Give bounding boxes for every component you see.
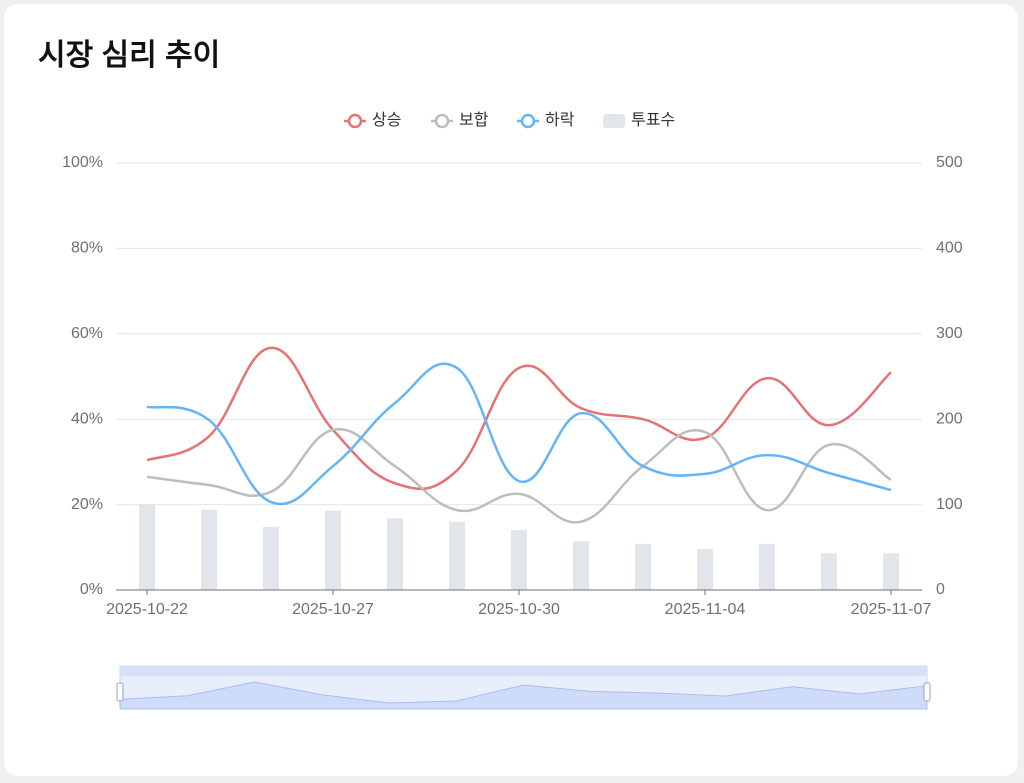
- legend-icon: [347, 113, 363, 129]
- bar: [759, 543, 775, 590]
- zoom-handle[interactable]: [116, 682, 124, 702]
- y2-tick-label: 100: [936, 496, 963, 513]
- y-tick-label: 40%: [71, 410, 103, 427]
- x-tick-label: 2025-11-07: [851, 601, 932, 618]
- legend-label: 보합: [459, 111, 489, 129]
- y-tick-label: 60%: [71, 325, 103, 342]
- bar: [449, 521, 465, 590]
- x-tick-label: 2025-11-04: [665, 601, 746, 618]
- x-tick-label: 2025-10-22: [106, 601, 188, 618]
- y-tick-label: 80%: [71, 240, 103, 257]
- bar: [511, 530, 527, 590]
- bar: [697, 549, 713, 590]
- line: [146, 362, 892, 506]
- bar: [263, 526, 279, 590]
- x-tick-label: 2025-10-30: [478, 601, 560, 618]
- legend-icon: [520, 113, 536, 129]
- legend-icon: [603, 114, 625, 128]
- line: [146, 427, 892, 524]
- bar: [883, 553, 899, 590]
- legend-label: 투표수: [631, 111, 675, 129]
- y-tick-label: 0%: [80, 581, 103, 598]
- bar: [821, 553, 837, 590]
- x-tick-label: 2025-10-27: [292, 601, 374, 618]
- bar: [387, 518, 403, 590]
- legend-label: 하락: [545, 111, 575, 129]
- y2-tick-label: 200: [936, 410, 963, 427]
- zoom-bar: [120, 666, 927, 676]
- zoom-shadow: [119, 681, 928, 710]
- bar: [325, 510, 341, 590]
- y-tick-label: 20%: [71, 496, 103, 513]
- card: [4, 4, 1018, 776]
- y2-tick-label: 0: [936, 581, 945, 598]
- bar: [201, 509, 217, 590]
- y2-tick-label: 300: [936, 325, 963, 342]
- bar: [139, 504, 155, 590]
- zoom-handle[interactable]: [923, 682, 931, 702]
- chart-title: 시장 심리 추이: [38, 39, 220, 72]
- bar: [635, 543, 651, 590]
- line: [146, 346, 892, 491]
- legend-icon: [434, 113, 450, 129]
- legend-label: 상승: [372, 111, 401, 129]
- y2-tick-label: 400: [936, 240, 963, 257]
- y-tick-label: 100%: [62, 154, 103, 171]
- y2-tick-label: 500: [936, 154, 963, 171]
- bar: [573, 541, 589, 590]
